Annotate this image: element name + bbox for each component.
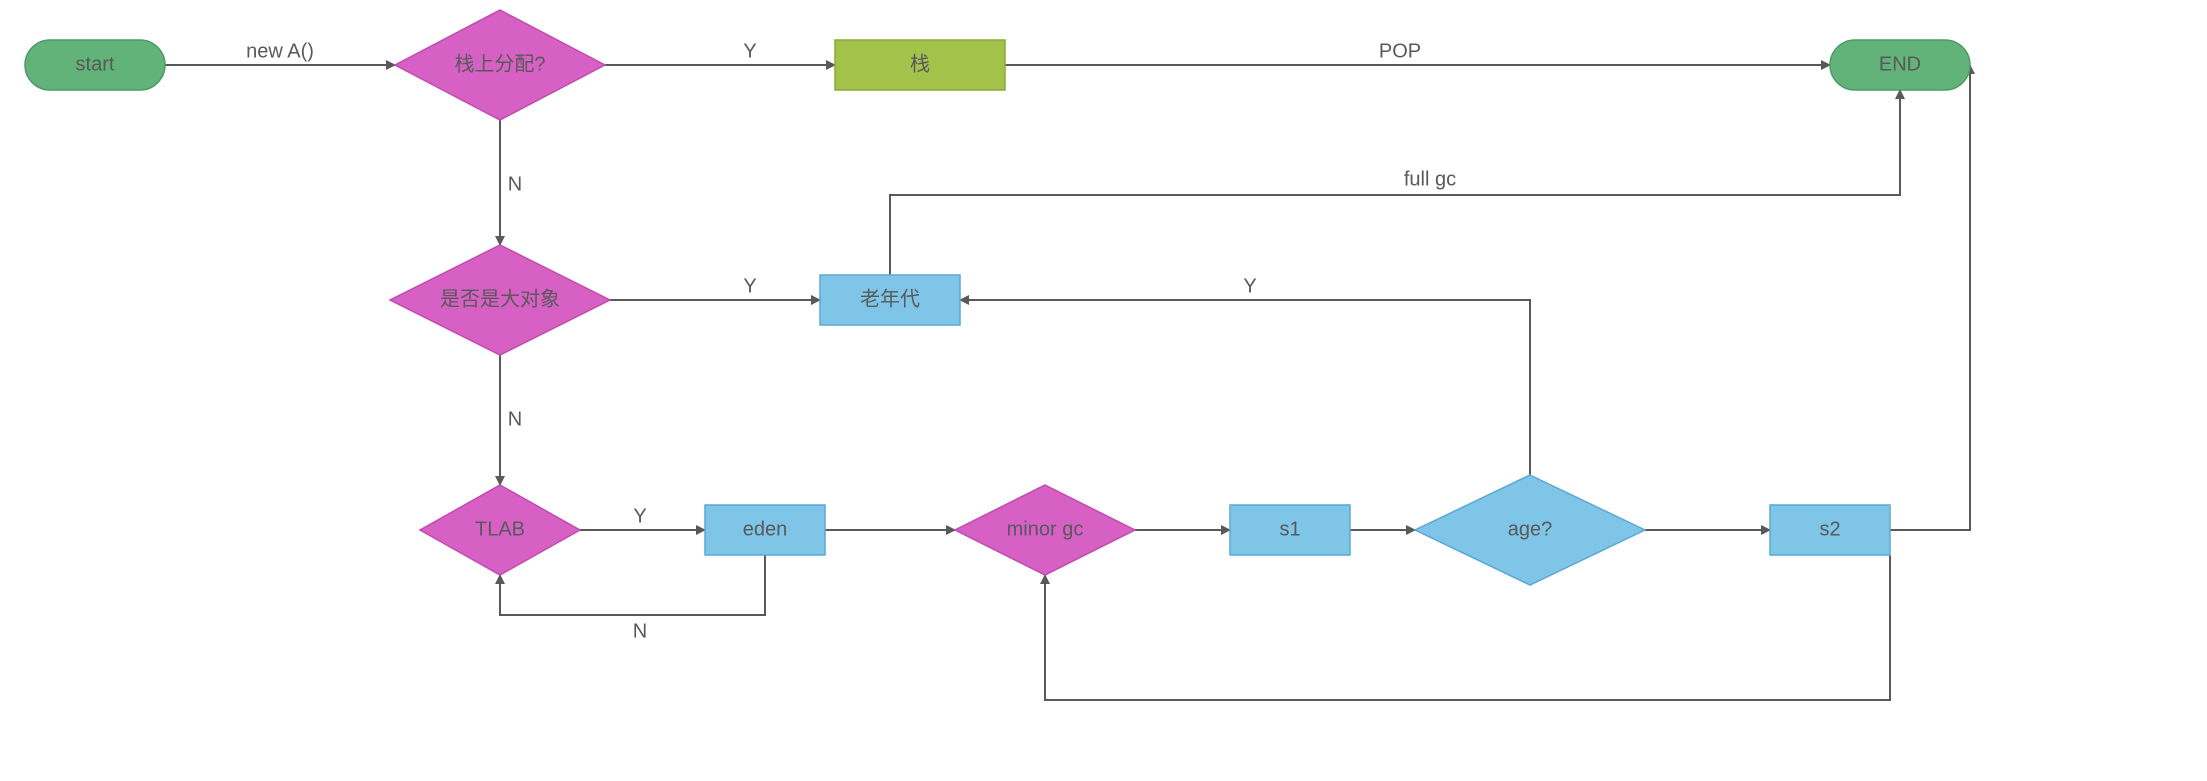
- edge-label-oldgen-to-end: full gc: [1404, 168, 1456, 190]
- edge-label-ageQ-to-oldgen: Y: [1243, 275, 1256, 297]
- edge-label-stackQ-to-stack: Y: [743, 40, 756, 62]
- node-s1: s1: [1230, 505, 1350, 555]
- node-label-stack: 栈: [910, 52, 930, 75]
- flowchart-canvas: new A() Y POP N Y N Y N Yfull gc start END 栈上分配? 是否是…: [0, 0, 2207, 781]
- node-label-s1: s1: [1279, 518, 1300, 540]
- edge-label-stackQ-to-bigQ: N: [508, 173, 522, 195]
- edge-label-bigQ-to-oldgen: Y: [743, 275, 756, 297]
- edge-eden-to-tlabQ: [500, 555, 765, 615]
- edges-layer: new A() Y POP N Y N Y N Yfull gc: [165, 40, 1970, 700]
- node-label-s2: s2: [1819, 518, 1840, 540]
- edge-ageQ-to-oldgen: [960, 300, 1530, 475]
- node-label-oldgen: 老年代: [860, 287, 920, 310]
- node-minorQ: minor gc: [955, 485, 1135, 575]
- edge-label-stack-to-end: POP: [1379, 40, 1421, 62]
- node-end: END: [1830, 40, 1970, 90]
- edge-label-tlabQ-to-eden: Y: [633, 505, 646, 527]
- edge-label-bigQ-to-tlabQ: N: [508, 408, 522, 430]
- nodes-layer: start END 栈上分配? 是否是大对象 TLAB minor gc age? 栈老年代 e…: [25, 10, 1970, 585]
- node-label-stackQ: 栈上分配?: [454, 52, 545, 75]
- edge-label-eden-to-tlabQ: N: [633, 620, 647, 642]
- node-eden: eden: [705, 505, 825, 555]
- edge-label-start-to-stackQ: new A(): [246, 40, 314, 62]
- node-stack: 栈: [835, 40, 1005, 90]
- node-label-start: start: [76, 53, 115, 75]
- edge-oldgen-to-end: [890, 90, 1900, 275]
- node-s2: s2: [1770, 505, 1890, 555]
- node-label-ageQ: age?: [1508, 518, 1553, 540]
- node-label-minorQ: minor gc: [1007, 518, 1084, 540]
- node-label-bigQ: 是否是大对象: [440, 287, 560, 310]
- edge-s2-to-end: [1890, 65, 1970, 530]
- node-label-eden: eden: [743, 518, 788, 540]
- node-stackQ: 栈上分配?: [395, 10, 605, 120]
- node-label-tlabQ: TLAB: [475, 518, 525, 540]
- edge-s2-to-minorQ: [1045, 555, 1890, 700]
- node-oldgen: 老年代: [820, 275, 960, 325]
- node-tlabQ: TLAB: [420, 485, 580, 575]
- node-bigQ: 是否是大对象: [390, 245, 610, 355]
- node-ageQ: age?: [1415, 475, 1645, 585]
- node-start: start: [25, 40, 165, 90]
- node-label-end: END: [1879, 53, 1921, 75]
